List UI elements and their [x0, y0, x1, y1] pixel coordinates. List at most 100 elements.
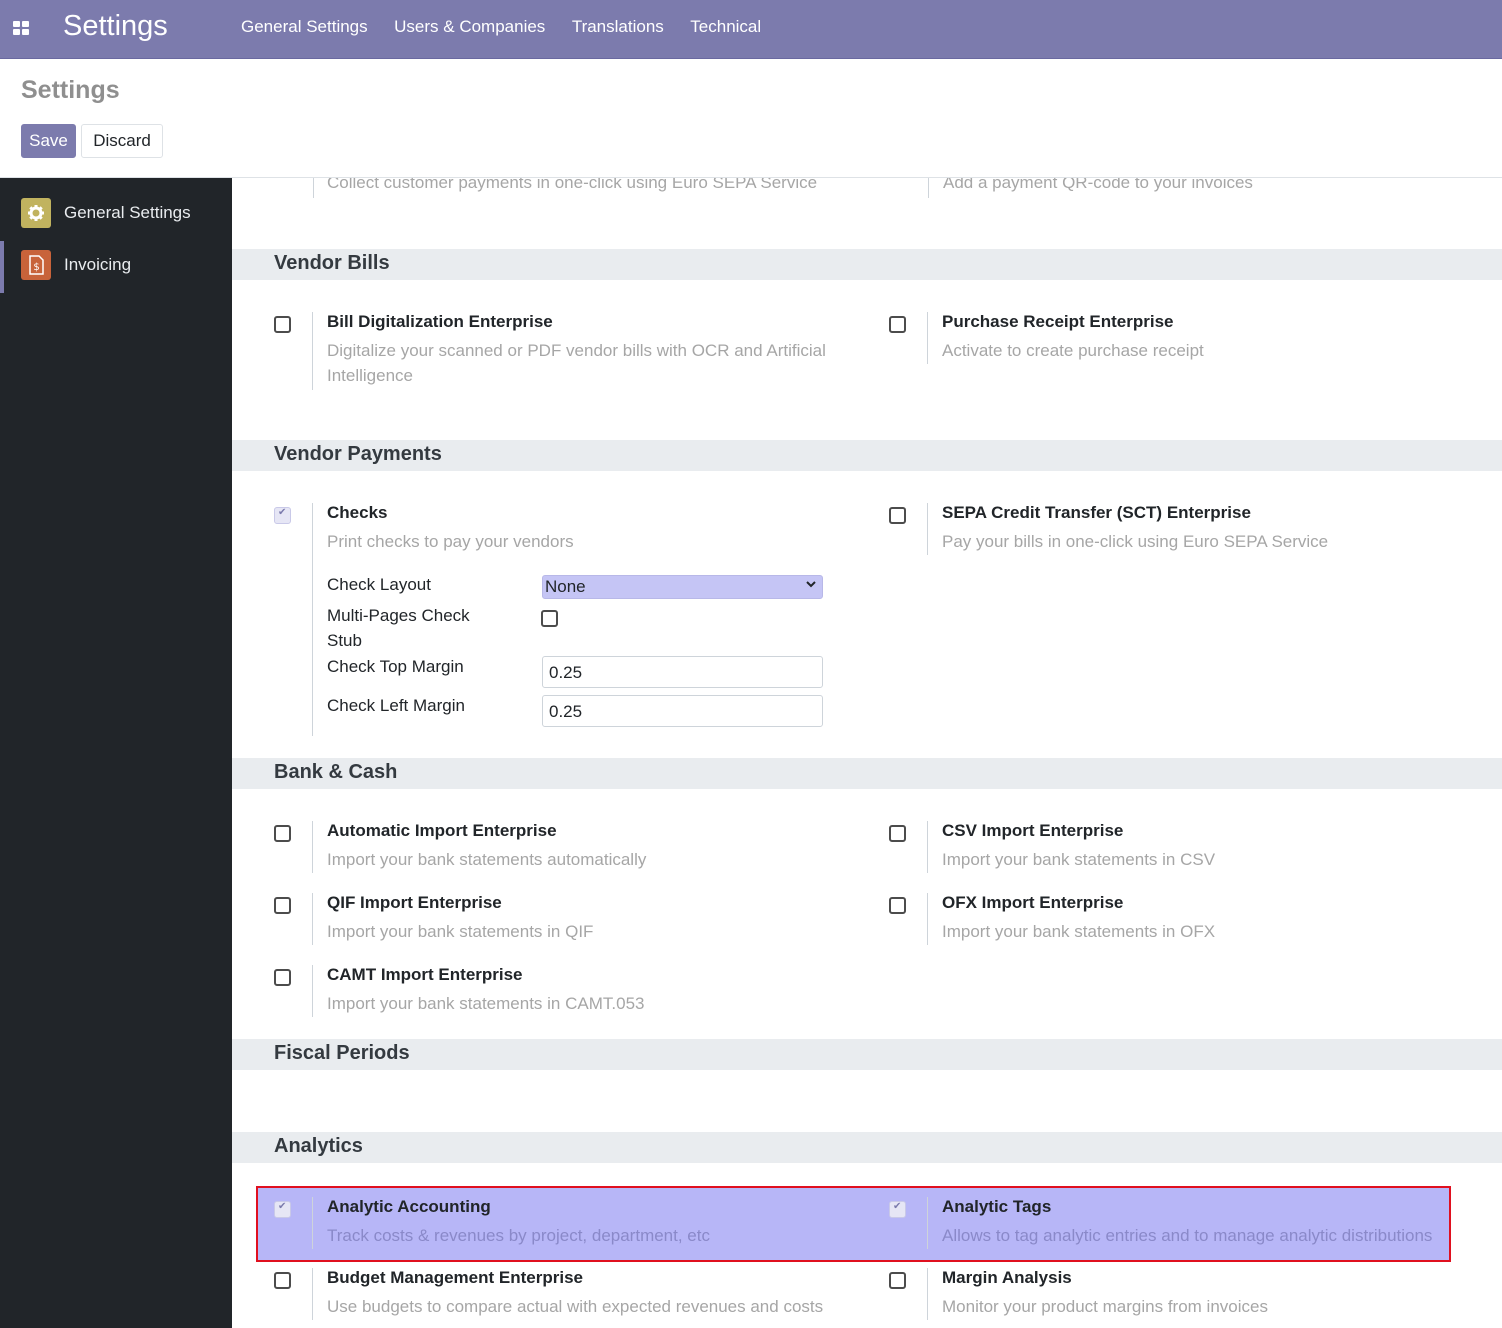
setting-title: CSV Import Enterprise [942, 821, 1124, 840]
setting-ofx-import: OFX Import Enterprise Import your bank s… [889, 893, 1449, 948]
camt-import-checkbox[interactable] [274, 969, 291, 986]
setting-desc: Allows to tag analytic entries and to ma… [942, 1226, 1433, 1245]
setting-desc: Print checks to pay your vendors [327, 532, 574, 551]
multi-pages-label: Multi-Pages Check Stub [327, 606, 470, 650]
margin-analysis-checkbox[interactable] [889, 1272, 906, 1289]
menu-technical[interactable]: Technical [690, 17, 762, 36]
checks-checkbox[interactable] [274, 507, 291, 524]
section-vendor-payments: Vendor Payments [232, 440, 1502, 471]
setting-analytic-tags: Analytic Tags Allows to tag analytic ent… [889, 1197, 1449, 1252]
control-panel: Settings Save Discard [0, 60, 1502, 178]
invoice-icon: $ [21, 250, 51, 280]
setting-title: Margin Analysis [942, 1268, 1072, 1287]
section-analytics: Analytics [232, 1132, 1502, 1163]
divider [313, 178, 314, 198]
setting-csv-import: CSV Import Enterprise Import your bank s… [889, 821, 1449, 876]
settings-content: Collect customer payments in one-click u… [232, 178, 1502, 1328]
setting-desc: Activate to create purchase receipt [942, 341, 1204, 360]
automatic-import-checkbox[interactable] [274, 825, 291, 842]
qif-import-checkbox[interactable] [274, 897, 291, 914]
budget-management-checkbox[interactable] [274, 1272, 291, 1289]
section-title: Bank & Cash [274, 761, 398, 783]
analytic-tags-checkbox[interactable] [889, 1201, 906, 1218]
section-fiscal-periods: Fiscal Periods [232, 1039, 1502, 1070]
setting-desc: Collect customer payments in one-click u… [327, 178, 818, 192]
setting-title: Purchase Receipt Enterprise [942, 312, 1174, 331]
apps-menu-icon[interactable] [13, 21, 29, 35]
menu-translations[interactable]: Translations [571, 17, 664, 36]
check-layout-value: None [545, 577, 586, 596]
section-vendor-bills: Vendor Bills [232, 249, 1502, 280]
analytic-accounting-checkbox[interactable] [274, 1201, 291, 1218]
divider [927, 893, 928, 945]
setting-checks: Checks Print checks to pay your vendors … [274, 503, 834, 738]
bill-digitalization-checkbox[interactable] [274, 316, 291, 333]
setting-title: Analytic Tags [942, 1197, 1052, 1216]
setting-title: SEPA Credit Transfer (SCT) Enterprise [942, 503, 1251, 522]
left-margin-input[interactable]: 0.25 [542, 695, 823, 727]
purchase-receipt-checkbox[interactable] [889, 316, 906, 333]
divider [928, 178, 929, 198]
setting-automatic-import: Automatic Import Enterprise Import your … [274, 821, 834, 876]
setting-desc: Import your bank statements in OFX [942, 922, 1216, 941]
setting-desc: Import your bank statements in CAMT.053 [327, 994, 645, 1013]
setting-title: Analytic Accounting [327, 1197, 491, 1216]
setting-margin-analysis: Margin Analysis Monitor your product mar… [889, 1268, 1449, 1323]
top-menu: General Settings Users & Companies Trans… [241, 17, 788, 37]
setting-budget-management: Budget Management Enterprise Use budgets… [274, 1268, 834, 1323]
csv-import-checkbox[interactable] [889, 825, 906, 842]
setting-title: Budget Management Enterprise [327, 1268, 583, 1287]
sidebar-item-label: General Settings [64, 203, 191, 222]
setting-title: Automatic Import Enterprise [327, 821, 557, 840]
menu-general-settings[interactable]: General Settings [241, 17, 368, 36]
section-title: Vendor Payments [274, 443, 442, 465]
setting-sepa-credit-transfer: SEPA Credit Transfer (SCT) Enterprise Pa… [889, 503, 1449, 563]
divider [927, 312, 928, 364]
setting-title: Checks [327, 503, 388, 522]
setting-title: CAMT Import Enterprise [327, 965, 523, 984]
top-margin-value: 0.25 [549, 663, 583, 682]
setting-desc: Monitor your product margins from invoic… [942, 1297, 1268, 1316]
discard-button[interactable]: Discard [81, 124, 163, 158]
divider [312, 893, 313, 945]
settings-sidebar: General Settings $ Invoicing [0, 178, 232, 1328]
check-layout-select[interactable]: None [542, 575, 823, 599]
divider [927, 1197, 928, 1249]
setting-desc: Digitalize your scanned or PDF vendor bi… [327, 341, 826, 385]
sepa-credit-transfer-checkbox[interactable] [889, 507, 906, 524]
setting-qif-import: QIF Import Enterprise Import your bank s… [274, 893, 834, 948]
setting-bill-digitalization: Bill Digitalization Enterprise Digitaliz… [274, 312, 834, 392]
setting-analytic-accounting: Analytic Accounting Track costs & revenu… [274, 1197, 834, 1252]
top-margin-label: Check Top Margin [327, 657, 464, 676]
setting-title: QIF Import Enterprise [327, 893, 502, 912]
save-button[interactable]: Save [21, 124, 76, 158]
page-title: Settings [21, 76, 120, 104]
section-title: Fiscal Periods [274, 1042, 410, 1064]
app-title[interactable]: Settings [63, 10, 168, 42]
setting-title: Bill Digitalization Enterprise [327, 312, 553, 331]
setting-title: OFX Import Enterprise [942, 893, 1124, 912]
top-margin-input[interactable]: 0.25 [542, 656, 823, 688]
check-layout-label: Check Layout [327, 575, 431, 594]
setting-camt-import: CAMT Import Enterprise Import your bank … [274, 965, 834, 1020]
sidebar-item-label: Invoicing [64, 255, 132, 274]
gear-icon [21, 198, 51, 228]
multi-pages-checkbox[interactable] [541, 610, 558, 627]
ofx-import-checkbox[interactable] [889, 897, 906, 914]
sidebar-item-general-settings[interactable]: General Settings [0, 189, 232, 241]
setting-desc: Import your bank statements automaticall… [327, 850, 647, 869]
divider [312, 965, 313, 1017]
setting-desc: Use budgets to compare actual with expec… [327, 1297, 824, 1316]
divider [312, 1197, 313, 1249]
setting-desc: Track costs & revenues by project, depar… [327, 1226, 710, 1245]
setting-desc: Add a payment QR-code to your invoices [943, 178, 1253, 192]
divider [927, 821, 928, 873]
setting-purchase-receipt: Purchase Receipt Enterprise Activate to … [889, 312, 1449, 372]
highlighted-analytics-row [256, 1186, 1451, 1262]
setting-desc: Import your bank statements in QIF [327, 922, 594, 941]
top-navbar: Settings General Settings Users & Compan… [0, 0, 1502, 59]
divider [312, 821, 313, 873]
menu-users-companies[interactable]: Users & Companies [394, 17, 546, 36]
divider [927, 503, 928, 555]
sidebar-item-invoicing[interactable]: $ Invoicing [0, 241, 232, 293]
